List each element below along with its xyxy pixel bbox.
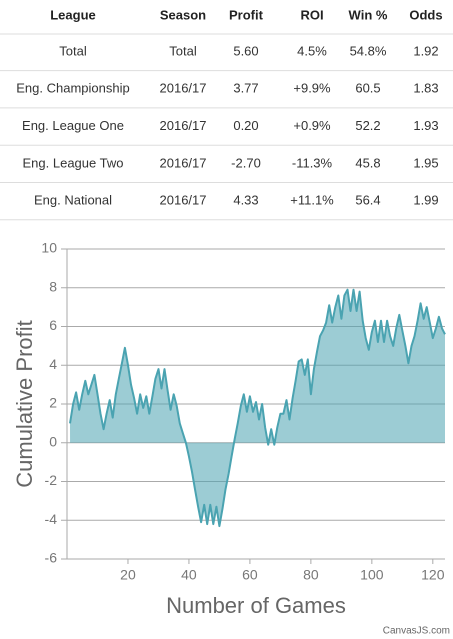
table-cell: Total xyxy=(59,43,87,58)
y-tick-label: -6 xyxy=(45,550,58,566)
credit: CanvasJS.com xyxy=(383,626,450,637)
table-header: Season xyxy=(160,7,206,22)
table-cell: 52.2 xyxy=(355,118,380,133)
table-cell: +0.9% xyxy=(293,118,331,133)
y-tick-label: 2 xyxy=(49,395,57,411)
table-cell: 2016/17 xyxy=(160,155,207,170)
x-tick-label: 100 xyxy=(360,567,384,583)
table-cell: 1.93 xyxy=(413,118,438,133)
y-tick-label: 6 xyxy=(49,317,57,333)
table-cell: 0.20 xyxy=(233,118,258,133)
table-header: Odds xyxy=(409,7,442,22)
table-header: Profit xyxy=(229,7,264,22)
table-header: League xyxy=(50,7,96,22)
table-cell: 4.33 xyxy=(233,193,258,208)
x-tick-label: 40 xyxy=(181,567,197,583)
table-cell: -11.3% xyxy=(292,155,333,170)
table-cell: 1.92 xyxy=(413,43,438,58)
area xyxy=(70,289,445,527)
table-cell: 54.8% xyxy=(350,43,387,58)
table-cell: 4.5% xyxy=(297,43,327,58)
table-cell: 1.99 xyxy=(413,193,438,208)
table-header: ROI xyxy=(300,7,323,22)
y-tick-label: 10 xyxy=(41,240,57,256)
y-tick-label: -4 xyxy=(45,511,58,527)
line xyxy=(69,288,446,528)
y-axis-title: Cumulative Profit xyxy=(12,320,37,488)
table-cell: 2016/17 xyxy=(160,81,207,96)
table-header: Win % xyxy=(349,7,388,22)
x-tick-label: 60 xyxy=(242,567,258,583)
table-cell: -2.70 xyxy=(231,155,261,170)
table-cell: 56.4 xyxy=(355,193,380,208)
y-tick-label: 4 xyxy=(49,356,57,372)
table-cell: +11.1% xyxy=(290,193,334,208)
table-cell: 1.83 xyxy=(413,81,438,96)
y-tick-label: 0 xyxy=(49,433,57,449)
y-tick-label: 8 xyxy=(49,278,57,294)
y-tick-label: -2 xyxy=(45,472,58,488)
x-tick-label: 20 xyxy=(120,567,136,583)
table-cell: Eng. Championship xyxy=(16,81,129,96)
table-cell: 5.60 xyxy=(233,43,258,58)
table-cell: Eng. League Two xyxy=(23,155,124,170)
x-axis-title: Number of Games xyxy=(166,593,346,618)
table-cell: 3.77 xyxy=(233,81,258,96)
table-cell: 45.8 xyxy=(355,155,380,170)
table-cell: +9.9% xyxy=(293,81,331,96)
table-cell: 2016/17 xyxy=(160,193,207,208)
table-cell: 60.5 xyxy=(355,81,380,96)
x-tick-label: 80 xyxy=(303,567,319,583)
x-tick-label: 120 xyxy=(421,567,445,583)
table-cell: Eng. National xyxy=(34,193,112,208)
table-cell: 2016/17 xyxy=(160,118,207,133)
table-cell: 1.95 xyxy=(413,155,438,170)
table-cell: Total xyxy=(169,43,197,58)
table-cell: Eng. League One xyxy=(22,118,124,133)
